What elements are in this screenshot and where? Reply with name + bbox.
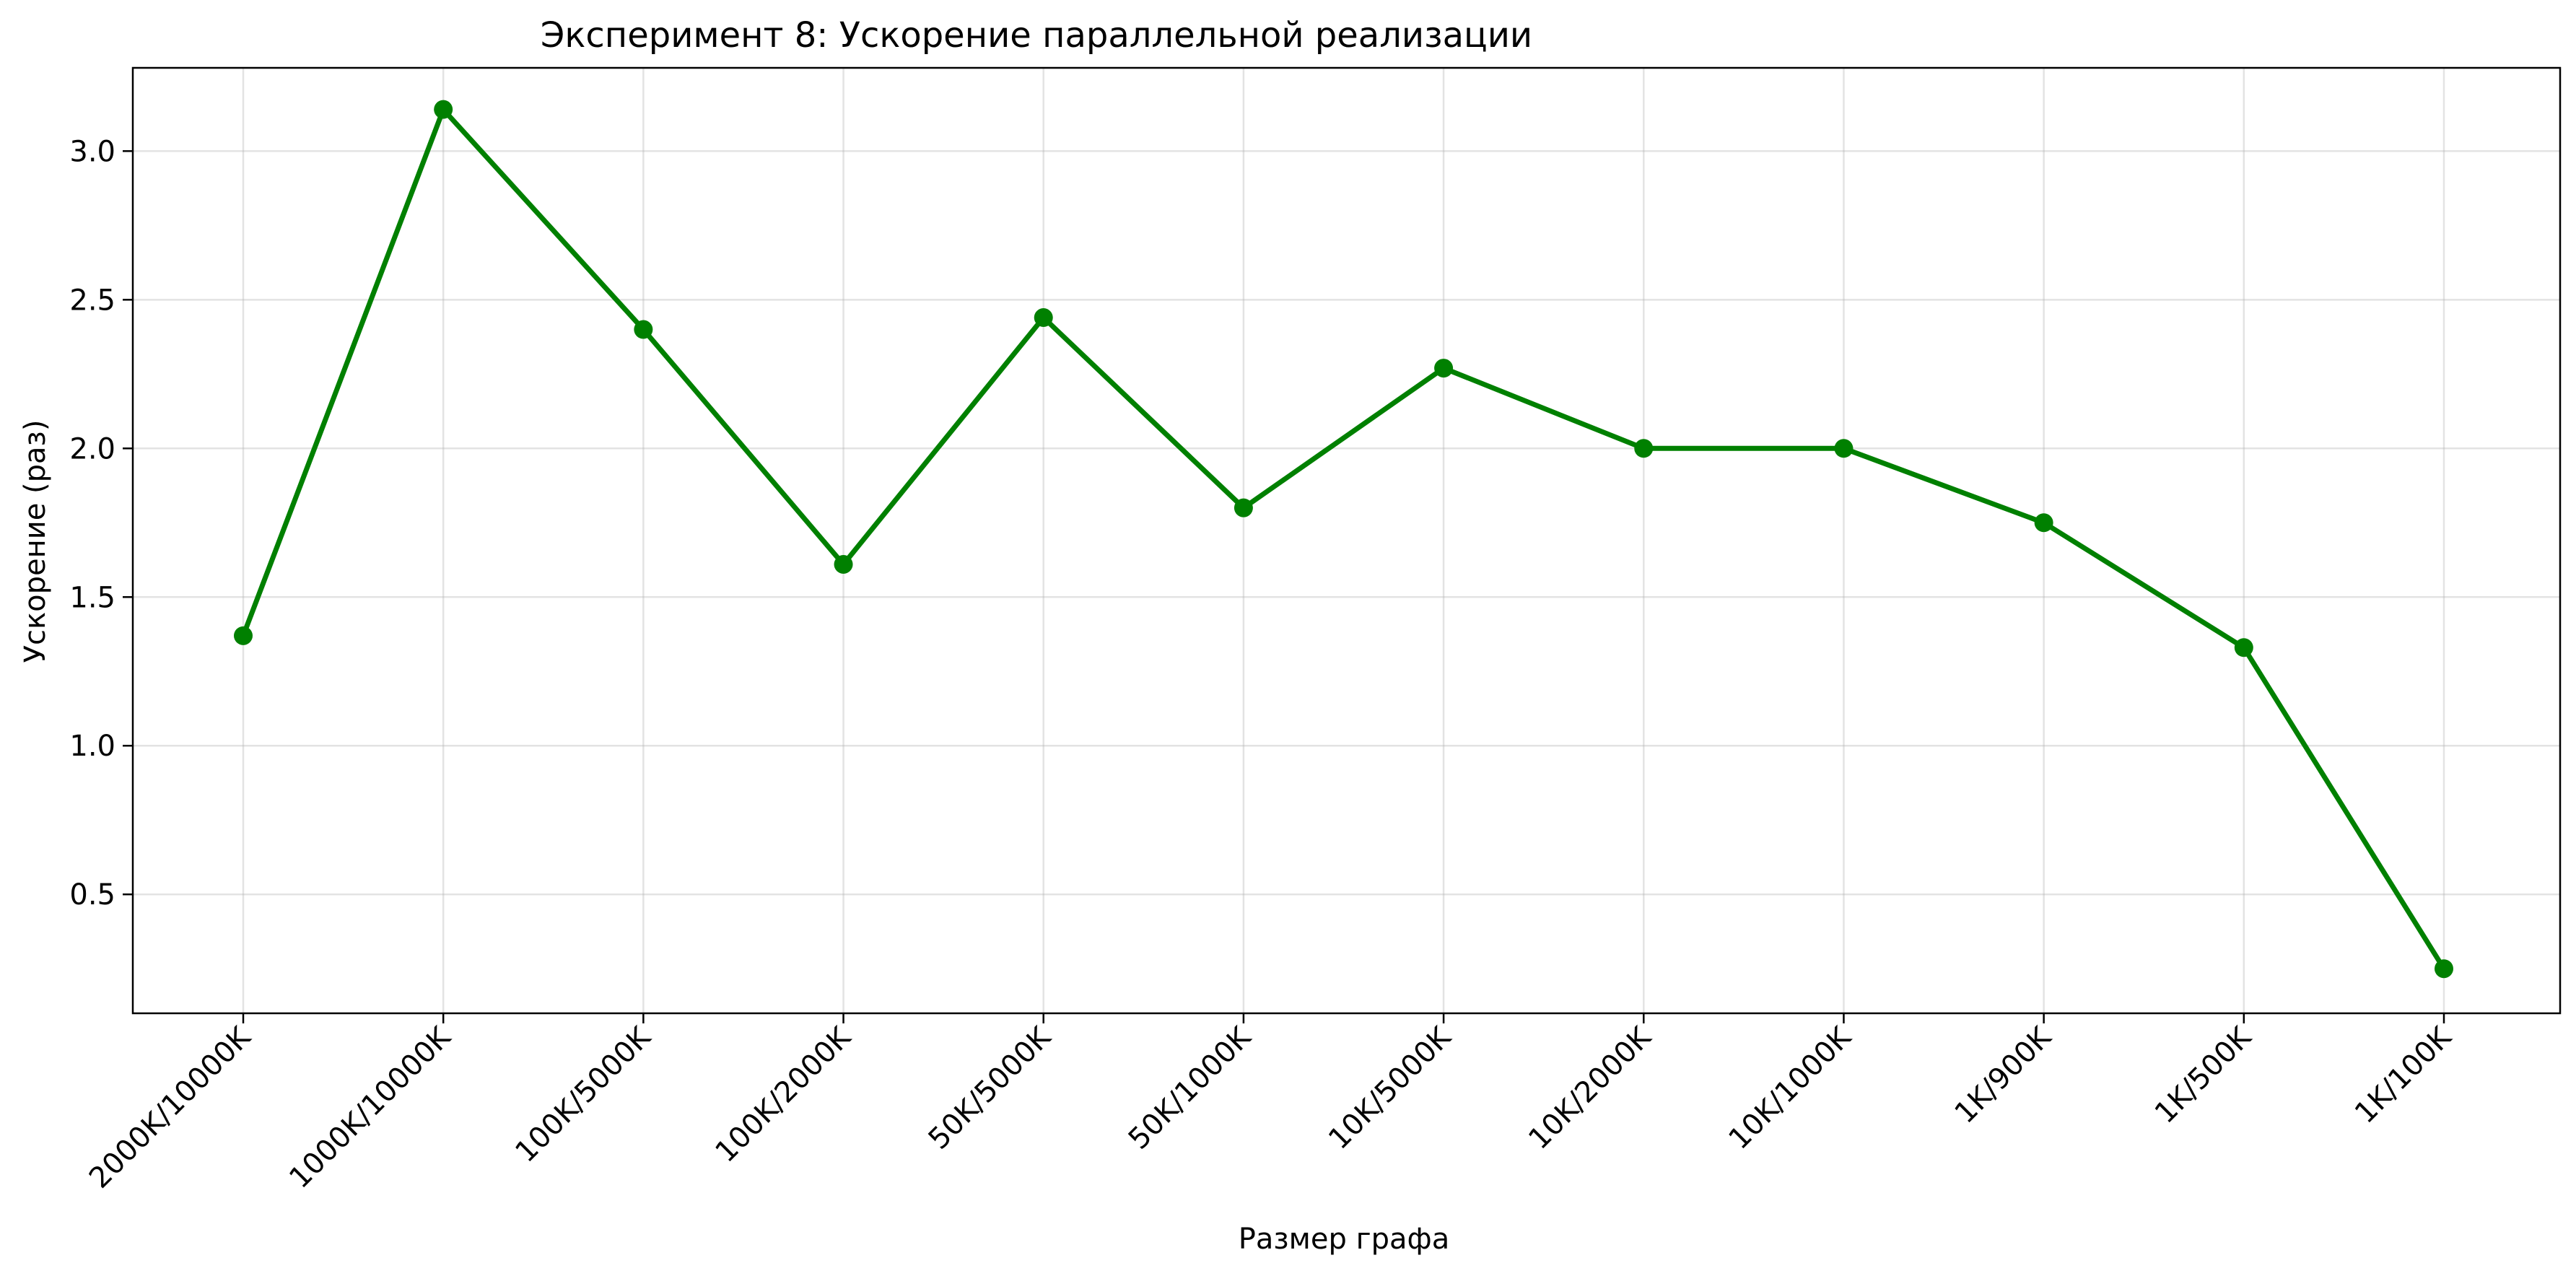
y-tick-label: 1.0 [69,730,115,763]
x-tick-label: 10K/2000K [1522,1020,1658,1155]
x-tick-label: 100K/5000K [509,1020,658,1168]
x-tick-label: 1K/500K [2149,1020,2258,1129]
data-point [634,320,653,339]
data-point [2435,959,2453,979]
series-layer [234,100,2453,979]
x-tick-label: 50K/1000K [1122,1020,1258,1155]
x-tick-label: 1000K/10000K [283,1020,458,1194]
y-tick-label: 1.5 [69,581,115,614]
y-tick-label: 3.0 [69,135,115,168]
x-tick-label: 2000K/10000K [83,1020,258,1194]
data-point [1034,308,1053,328]
x-axis-label: Размер графа [1239,1223,1449,1256]
x-tick-label: 1K/100K [2349,1020,2458,1129]
data-point [434,100,453,119]
data-point [1634,439,1654,458]
x-tick-label: 10K/1000K [1722,1020,1858,1155]
data-point [2034,513,2053,533]
data-point [1834,439,1854,458]
chart-title: Эксперимент 8: Ускорение параллельной ре… [541,15,1532,56]
y-axis-label: Ускорение (раз) [19,420,52,663]
data-point [1434,359,1454,378]
data-point [1234,498,1253,517]
series-line [240,107,2447,971]
x-tick-label: 10K/5000K [1322,1020,1458,1155]
y-axis: 0.5 1.0 1.5 2.0 2.5 3.0 [69,135,133,912]
x-tick-label: 100K/2000K [709,1020,857,1168]
x-axis: 2000K/10000K 1000K/10000K 100K/5000K 100K/2… [83,1013,2458,1195]
x-tick-label: 1K/900K [1949,1020,2058,1129]
grid [133,68,2560,1013]
y-tick-label: 2.0 [69,432,115,466]
plot-area-frame [131,66,2562,1015]
data-point [2234,638,2253,657]
data-point [834,554,853,574]
data-point [234,626,253,645]
y-tick-label: 2.5 [69,284,115,317]
x-tick-label: 50K/5000K [922,1020,1058,1155]
y-tick-label: 0.5 [69,878,115,912]
